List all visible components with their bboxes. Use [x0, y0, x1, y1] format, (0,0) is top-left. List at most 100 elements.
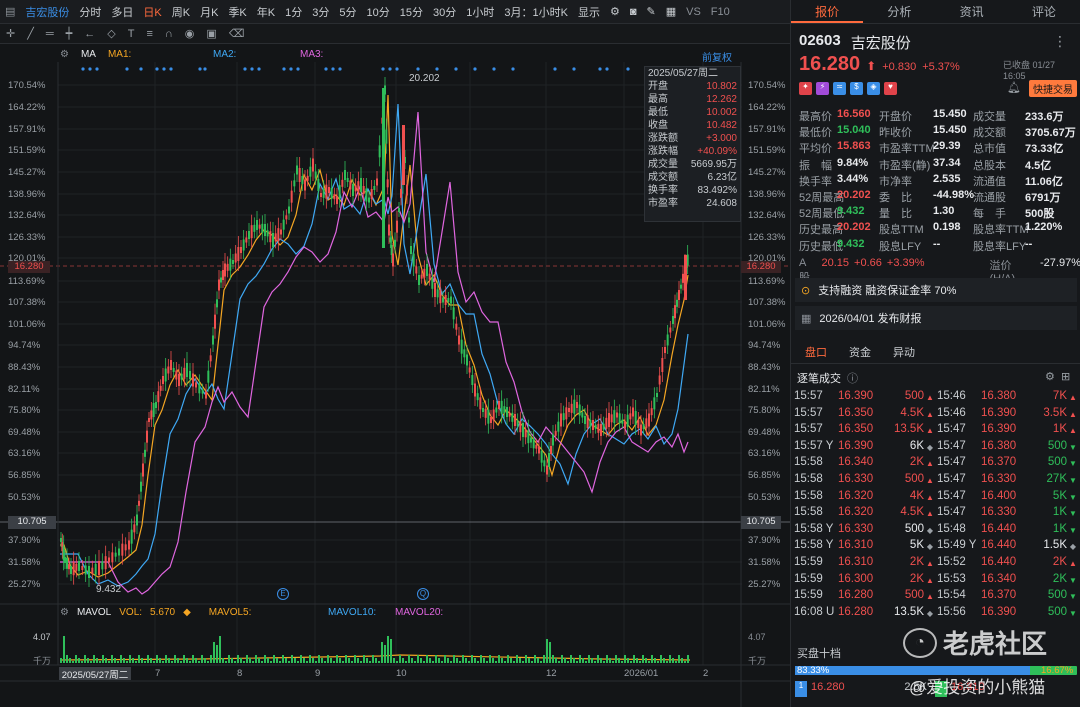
- candle-body: [680, 284, 682, 289]
- menu-dots-icon[interactable]: ⋮: [1053, 33, 1067, 49]
- info-icon[interactable]: ⓘ: [847, 373, 858, 385]
- period-3分[interactable]: 3分: [312, 6, 330, 19]
- period-多日[interactable]: 多日: [111, 6, 134, 19]
- camera-icon[interactable]: ◙: [629, 5, 637, 18]
- ma-indicator[interactable]: MA: [80, 49, 96, 60]
- ticks-settings-icon[interactable]: ⚙: [1045, 371, 1055, 383]
- candle-body: [314, 171, 317, 179]
- stock-title[interactable]: 吉宏股份: [25, 6, 70, 19]
- earnings-event-icon[interactable]: E: [277, 588, 289, 600]
- volume-bar: [387, 636, 389, 663]
- candle-body: [546, 465, 548, 475]
- fib-tool-icon[interactable]: ≡: [146, 27, 153, 40]
- period-30分[interactable]: 30分: [433, 6, 457, 19]
- shape-tool-icon[interactable]: ◇: [107, 28, 116, 40]
- period-分时[interactable]: 分时: [79, 6, 102, 19]
- quarter-event-icon[interactable]: Q: [417, 588, 429, 600]
- candle-body: [686, 254, 689, 266]
- volume-bar: [684, 661, 686, 663]
- short-icon[interactable]: ⚡: [816, 82, 829, 95]
- menu-icon[interactable]: ▤: [5, 6, 16, 18]
- vs-button[interactable]: VS: [686, 5, 701, 18]
- vline-tool-icon[interactable]: ┿: [65, 28, 73, 40]
- tick-size: 500: [904, 473, 924, 485]
- volume-bar: [402, 658, 404, 663]
- crosshair-icon[interactable]: ✛: [6, 28, 16, 40]
- pen-icon[interactable]: ✎: [646, 6, 656, 18]
- quick-trade-button[interactable]: 快捷交易: [1029, 80, 1077, 97]
- option-icon[interactable]: ◈: [867, 82, 880, 95]
- margin-row[interactable]: ⊙ 支持融资 融资保证金率 70%: [795, 278, 1077, 302]
- settings-icon[interactable]: ⚙: [60, 49, 69, 60]
- up-triangle-icon: ▲: [1069, 426, 1077, 436]
- adjust-dropdown[interactable]: 前复权: [702, 53, 732, 64]
- period-10分[interactable]: 10分: [366, 6, 390, 19]
- candle-body: [354, 185, 357, 192]
- volume-bar: [588, 655, 590, 663]
- volume-bar: [138, 655, 140, 663]
- tab-orderbook[interactable]: 盘口: [805, 346, 827, 359]
- candle-body: [162, 376, 164, 384]
- period-1分[interactable]: 1分: [285, 6, 303, 19]
- period-季K[interactable]: 季K: [228, 6, 247, 19]
- magnet-icon[interactable]: ∩: [164, 27, 173, 40]
- period-3月1小时K[interactable]: 3月：1小时K: [504, 6, 568, 19]
- volume-bar: [414, 661, 416, 663]
- mavol-indicator[interactable]: MAVOL: [76, 607, 112, 618]
- gear-icon[interactable]: ⚙: [609, 6, 620, 18]
- hk-connect-icon[interactable]: ✦: [799, 82, 812, 95]
- eye-icon[interactable]: ◉: [184, 28, 195, 40]
- volume-bar: [84, 655, 86, 663]
- volume-bar: [78, 658, 80, 663]
- ticks-expand-icon[interactable]: ⊞: [1061, 371, 1071, 383]
- candle-body: [452, 307, 455, 320]
- stat-value: 1.30: [933, 205, 955, 218]
- period-周K[interactable]: 周K: [171, 6, 191, 19]
- vol-settings-icon[interactable]: ⚙: [60, 607, 69, 618]
- period-5分[interactable]: 5分: [339, 6, 357, 19]
- trash-icon[interactable]: ⌫: [228, 28, 245, 40]
- grid-icon[interactable]: ▦: [665, 6, 677, 18]
- tab-quote[interactable]: 报价: [791, 0, 864, 23]
- period-1小时[interactable]: 1小时: [466, 6, 495, 19]
- heart-icon[interactable]: ♥: [884, 82, 897, 95]
- volume-bar: [471, 655, 473, 663]
- volume-bar: [510, 658, 512, 663]
- volume-bar: [543, 655, 545, 663]
- lock-icon[interactable]: ▣: [206, 28, 217, 40]
- candle-body: [346, 178, 349, 182]
- dollar-icon[interactable]: $: [850, 82, 863, 95]
- tick-row: 15:48 16.440 1K ▼: [937, 523, 1080, 538]
- volume-bar: [330, 658, 332, 663]
- line-tool-icon[interactable]: ╱: [27, 28, 34, 40]
- f10-button[interactable]: F10: [710, 5, 730, 18]
- bell-icon[interactable]: 🔔︎: [1007, 82, 1021, 94]
- period-年K[interactable]: 年K: [256, 6, 276, 19]
- tab-funds[interactable]: 资金: [849, 346, 871, 359]
- tab-news[interactable]: 资讯: [959, 5, 984, 19]
- link-icon[interactable]: ≍: [833, 82, 846, 95]
- period-日K[interactable]: 日K: [143, 6, 162, 19]
- period-15分[interactable]: 15分: [399, 6, 423, 19]
- candle-body: [669, 327, 672, 333]
- tick-time: 15:47: [937, 423, 966, 436]
- tick-size: 1K: [1052, 506, 1067, 519]
- period-月K[interactable]: 月K: [200, 6, 219, 19]
- tab-comments[interactable]: 评论: [1031, 5, 1056, 19]
- volume-bar: [90, 661, 92, 663]
- tab-alerts[interactable]: 异动: [893, 346, 915, 359]
- candle-body: [144, 449, 146, 457]
- report-row[interactable]: ▦ 2026/04/01 发布财报: [795, 306, 1077, 330]
- volume-bar: [237, 655, 239, 663]
- display-dropdown[interactable]: 显示: [577, 6, 600, 19]
- arrow-tool-icon[interactable]: ←: [84, 27, 96, 40]
- signal-dot: [598, 67, 602, 71]
- tab-analysis[interactable]: 分析: [887, 5, 912, 19]
- candle-body: [385, 129, 388, 144]
- price-axis-label-right: 88.43%: [748, 362, 781, 373]
- up-triangle-icon: ▲: [1069, 393, 1077, 402]
- hline-tool-icon[interactable]: ═: [45, 27, 54, 40]
- volume-bar: [453, 655, 455, 663]
- text-tool-icon[interactable]: T: [127, 27, 135, 40]
- candle-body: [474, 383, 476, 397]
